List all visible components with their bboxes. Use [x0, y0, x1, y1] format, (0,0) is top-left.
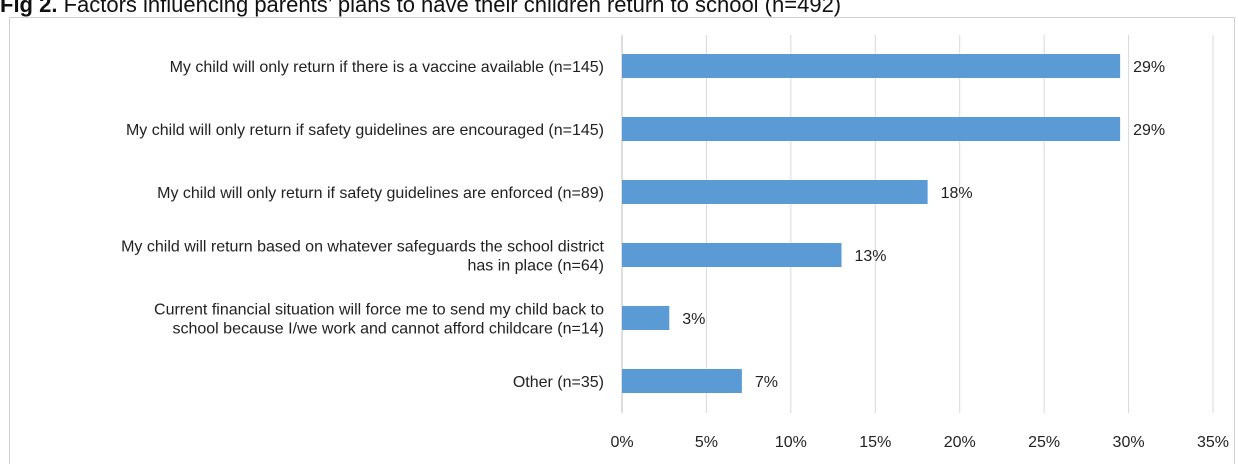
bar [622, 180, 928, 204]
category-label-line: Other (n=35) [513, 374, 604, 391]
data-label: 29% [1133, 59, 1165, 76]
x-tick-label: 10% [775, 434, 807, 451]
category-label: My child will only return if safety guid… [157, 185, 604, 202]
bar [622, 306, 670, 330]
bar [622, 369, 742, 393]
category-label: My child will return based on whatever s… [121, 239, 604, 275]
category-label-line: school because I/we work and cannot affo… [172, 321, 604, 338]
data-labels: 29% 29% 18% 13% 3% 7% [682, 59, 1165, 391]
bars [622, 54, 1121, 393]
bar [622, 243, 842, 267]
x-tick-label: 0% [610, 434, 633, 451]
category-label: Other (n=35) [513, 374, 604, 391]
x-tick-label: 35% [1197, 434, 1229, 451]
x-tick-label: 30% [1113, 434, 1145, 451]
category-label-line: My child will only return if there is a … [170, 59, 604, 76]
bar [622, 117, 1121, 141]
chart-frame [9, 17, 1235, 464]
chart-title-prefix: Fig 2. [0, 0, 58, 17]
category-label: My child will only return if there is a … [170, 59, 604, 76]
data-label: 3% [682, 311, 705, 328]
category-label-line: My child will return based on whatever s… [121, 239, 604, 256]
x-tick-label: 5% [695, 434, 718, 451]
gridlines [621, 35, 1214, 413]
data-label: 13% [855, 248, 887, 265]
x-tick-label: 25% [1028, 434, 1060, 451]
chart-title: Fig 2. Factors influencing parents’ plan… [0, 0, 841, 18]
data-label: 7% [755, 374, 778, 391]
data-label: 29% [1133, 122, 1165, 139]
category-label-line: Current financial situation will force m… [154, 302, 604, 319]
category-label-line: My child will only return if safety guid… [157, 185, 604, 202]
category-labels: My child will only return if there is a … [121, 59, 604, 391]
category-label-line: My child will only return if safety guid… [126, 122, 604, 139]
category-label-line: has in place (n=64) [467, 258, 604, 275]
data-label: 18% [941, 185, 973, 202]
bar [622, 54, 1121, 78]
chart-title-text: Factors influencing parents’ plans to ha… [57, 0, 842, 17]
x-tick-label: 15% [859, 434, 891, 451]
category-label: My child will only return if safety guid… [126, 122, 604, 139]
x-axis-ticks: 0% 5% 10% 15% 20% 25% 30% 35% [610, 434, 1229, 451]
category-label: Current financial situation will force m… [154, 302, 604, 338]
x-tick-label: 20% [944, 434, 976, 451]
